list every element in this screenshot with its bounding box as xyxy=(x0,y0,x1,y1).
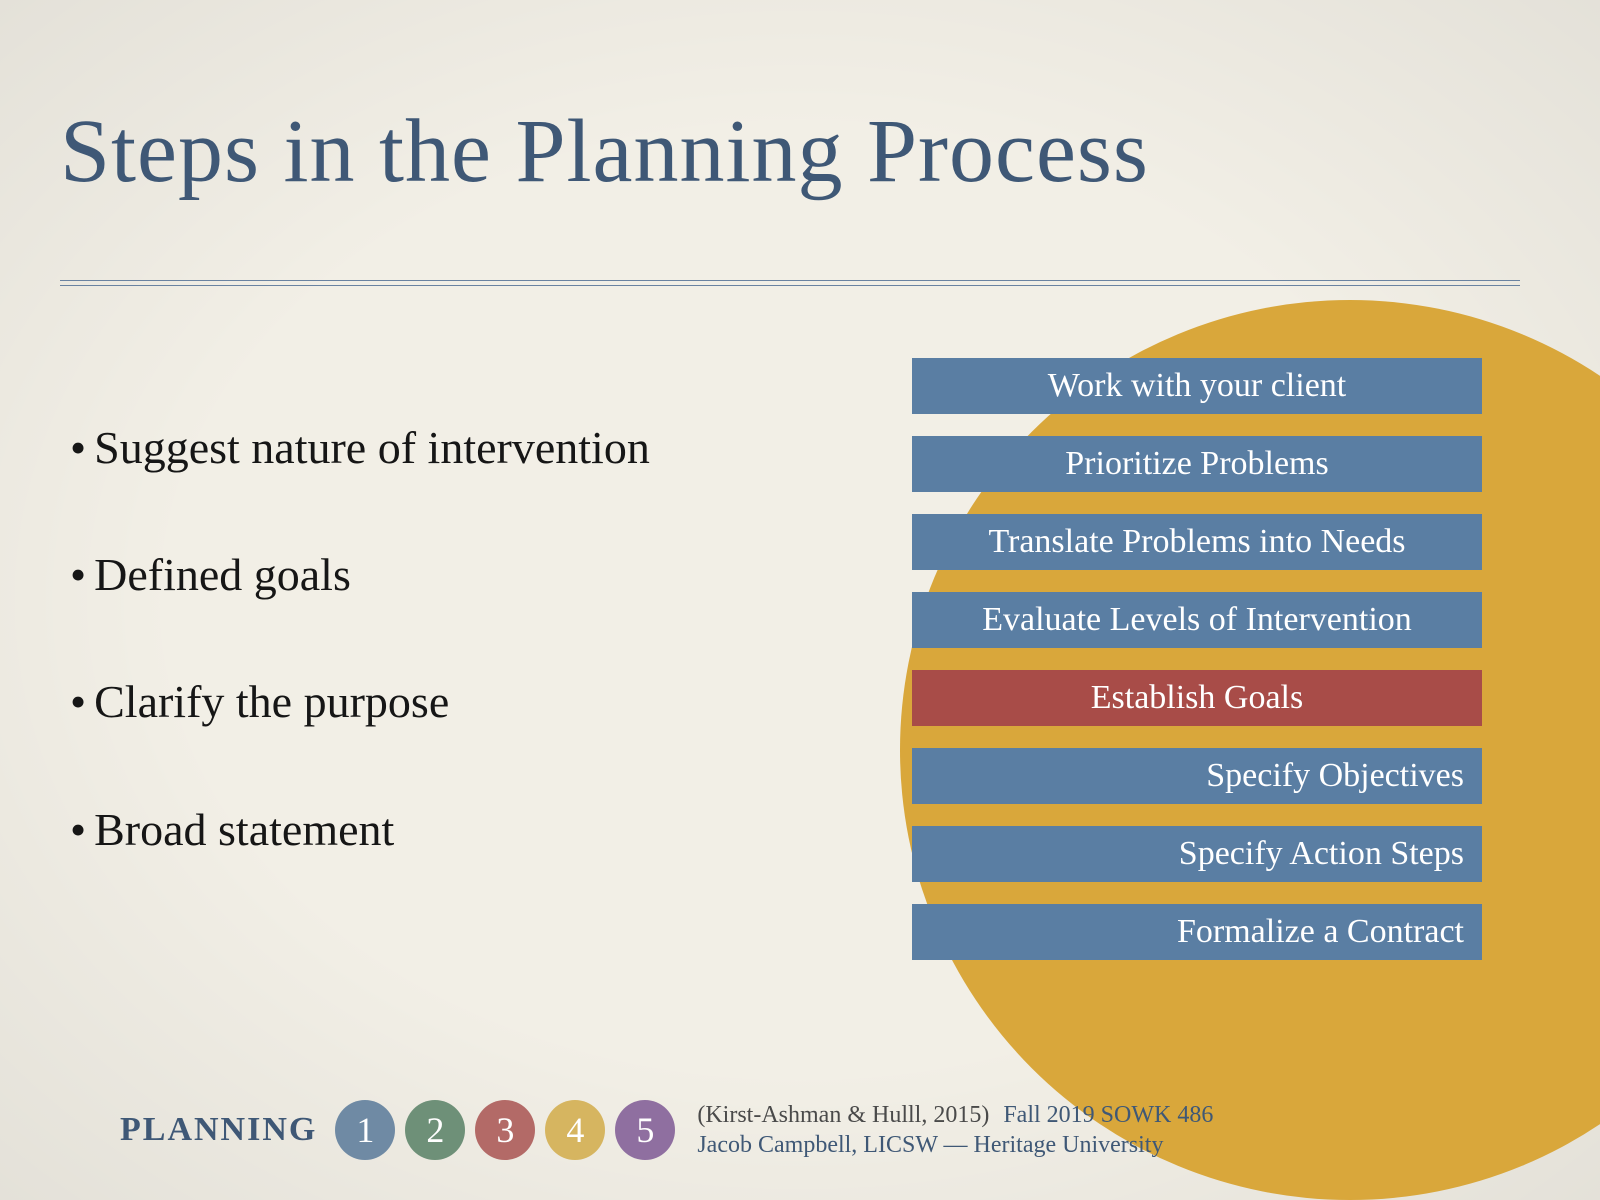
footer-course: Fall 2019 SOWK 486 xyxy=(1003,1100,1213,1130)
footer-dot: 5 xyxy=(615,1100,675,1160)
step-item: Evaluate Levels of Intervention xyxy=(912,592,1482,648)
footer-dot: 2 xyxy=(405,1100,465,1160)
step-label: Work with your client xyxy=(1048,367,1346,405)
footer-dot: 3 xyxy=(475,1100,535,1160)
slide: Steps in the Planning Process Suggest na… xyxy=(0,0,1600,1200)
step-label: Specify Action Steps xyxy=(1179,835,1464,873)
step-label: Evaluate Levels of Intervention xyxy=(982,601,1412,639)
bullet-item: Broad statement xyxy=(70,802,790,857)
footer-text: (Kirst-Ashman & Hulll, 2015) Fall 2019 S… xyxy=(697,1100,1213,1160)
step-label: Establish Goals xyxy=(1091,679,1303,717)
step-item: Work with your client xyxy=(912,358,1482,414)
page-title: Steps in the Planning Process xyxy=(60,100,1149,203)
footer-dot: 1 xyxy=(335,1100,395,1160)
step-label: Specify Objectives xyxy=(1206,757,1464,795)
step-label: Formalize a Contract xyxy=(1177,913,1464,951)
title-divider xyxy=(60,280,1520,286)
step-item-highlight: Establish Goals xyxy=(912,670,1482,726)
step-item: Formalize a Contract xyxy=(912,904,1482,960)
bullet-list: Suggest nature of intervention Defined g… xyxy=(70,420,790,929)
step-item: Specify Action Steps xyxy=(912,826,1482,882)
footer: PLANNING 1 2 3 4 5 (Kirst-Ashman & Hulll… xyxy=(120,1090,1560,1170)
bullet-item: Clarify the purpose xyxy=(70,674,790,729)
footer-dot: 4 xyxy=(545,1100,605,1160)
footer-step-dots: 1 2 3 4 5 xyxy=(335,1100,675,1160)
step-label: Translate Problems into Needs xyxy=(988,523,1405,561)
step-label: Prioritize Problems xyxy=(1065,445,1328,483)
footer-citation: (Kirst-Ashman & Hulll, 2015) xyxy=(697,1100,989,1130)
step-item: Prioritize Problems xyxy=(912,436,1482,492)
step-item: Specify Objectives xyxy=(912,748,1482,804)
footer-affiliation: Jacob Campbell, LICSW — Heritage Univers… xyxy=(697,1130,1213,1160)
bullet-item: Defined goals xyxy=(70,547,790,602)
bullet-item: Suggest nature of intervention xyxy=(70,420,790,475)
footer-section-label: PLANNING xyxy=(120,1111,317,1149)
step-item: Translate Problems into Needs xyxy=(912,514,1482,570)
steps-panel: Work with your client Prioritize Problem… xyxy=(912,358,1482,960)
